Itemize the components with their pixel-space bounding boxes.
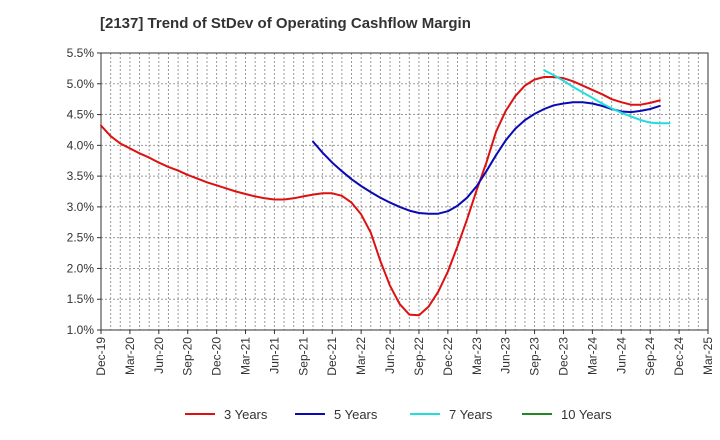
legend-label: 5 Years	[334, 407, 378, 422]
x-tick-label: Jun-22	[383, 337, 397, 374]
y-tick-label: 4.5%	[67, 108, 95, 122]
legend-item-3-years: 3 Years	[185, 407, 268, 422]
x-tick-label: Dec-21	[325, 337, 339, 376]
chart-title: [2137] Trend of StDev of Operating Cashf…	[100, 15, 471, 32]
x-axis: Dec-19 Mar-20 Jun-20 Sep-20 Dec-20 Mar-21 Jun-…	[94, 330, 715, 376]
series-line-7-years	[543, 69, 671, 125]
x-tick-label: Sep-21	[296, 337, 310, 376]
x-tick-label: Mar-22	[354, 337, 368, 375]
x-tick-label: Mar-25	[701, 337, 715, 375]
x-tick-label: Dec-20	[210, 337, 224, 376]
legend: 3 Years 5 Years 7 Years 10 Years	[185, 407, 612, 422]
x-tick-label: Sep-20	[181, 337, 195, 376]
legend-item-5-years: 5 Years	[295, 407, 378, 422]
y-tick-label: 1.0%	[67, 323, 95, 337]
x-tick-label: Mar-23	[470, 337, 484, 375]
x-tick-label: Dec-19	[94, 337, 108, 376]
legend-label: 3 Years	[224, 407, 268, 422]
legend-item-7-years: 7 Years	[410, 407, 493, 422]
y-tick-label: 2.5%	[67, 231, 95, 245]
legend-label: 7 Years	[449, 407, 493, 422]
x-tick-label: Dec-22	[441, 337, 455, 376]
y-tick-label: 3.5%	[67, 169, 95, 183]
x-tick-label: Mar-20	[123, 337, 137, 375]
series-line-3-years	[100, 76, 661, 317]
series-line-5-years	[312, 101, 661, 215]
y-tick-label: 5.0%	[67, 77, 95, 91]
x-tick-label: Jun-21	[267, 337, 281, 374]
y-tick-label: 3.0%	[67, 200, 95, 214]
legend-label: 10 Years	[561, 407, 612, 422]
series-lines	[100, 69, 671, 317]
legend-item-10-years: 10 Years	[522, 407, 612, 422]
x-tick-label: Jun-24	[614, 337, 628, 374]
x-tick-label: Jun-20	[152, 337, 166, 374]
x-tick-label: Mar-24	[585, 337, 599, 375]
x-tick-label: Jun-23	[499, 337, 513, 374]
x-tick-label: Mar-21	[239, 337, 253, 375]
x-tick-label: Sep-24	[643, 337, 657, 376]
x-tick-label: Sep-22	[412, 337, 426, 376]
y-tick-label: 2.0%	[67, 261, 95, 275]
y-tick-label: 4.0%	[67, 138, 95, 152]
y-tick-label: 1.5%	[67, 292, 95, 306]
x-tick-label: Dec-23	[556, 337, 570, 376]
y-tick-label: 5.5%	[67, 46, 95, 60]
grid-lines	[101, 52, 708, 331]
x-tick-label: Sep-23	[528, 337, 542, 376]
x-tick-label: Dec-24	[672, 337, 686, 376]
y-axis: 1.0% 1.5% 2.0% 2.5% 3.0% 3.5% 4.0% 4.5% 5.0% 5.5%	[67, 46, 101, 337]
plot-area	[100, 52, 709, 331]
